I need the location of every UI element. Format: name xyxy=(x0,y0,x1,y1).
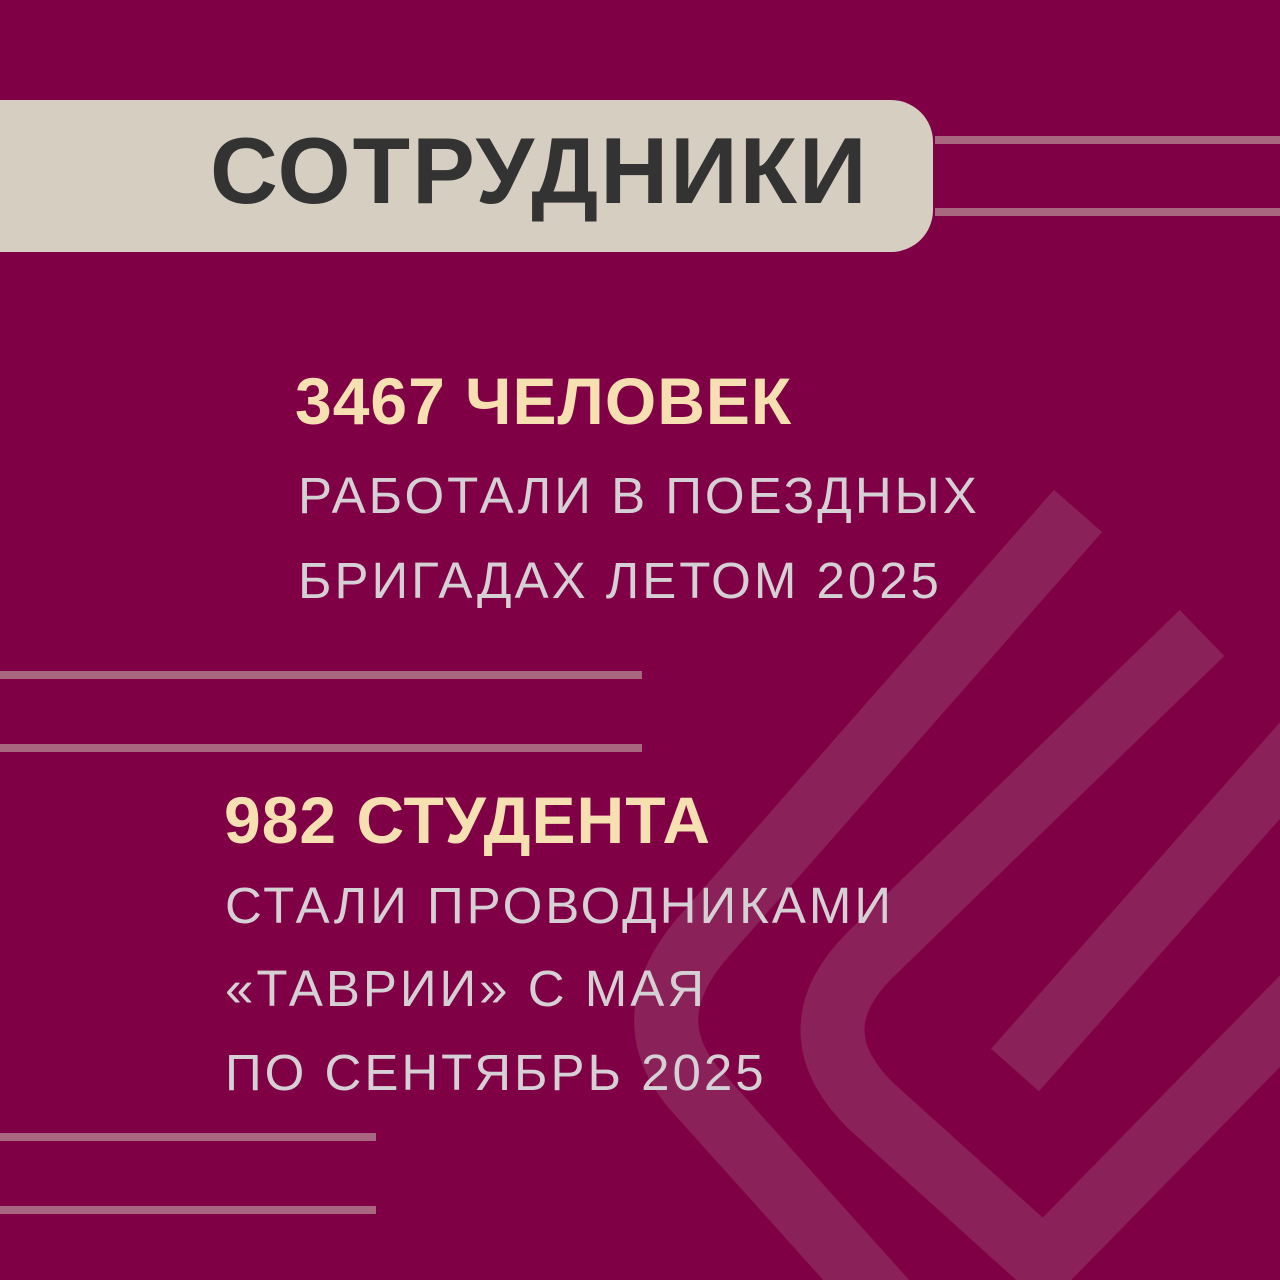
header-pill xyxy=(0,100,933,252)
body-line: БРИГАДАХ ЛЕТОМ 2025 xyxy=(298,552,942,609)
body-line: СТАЛИ ПРОВОДНИКАМИ xyxy=(225,877,895,934)
headline-employees: 3467 ЧЕЛОВЕК xyxy=(295,364,793,438)
divider xyxy=(0,1133,376,1141)
body-line: «ТАВРИИ» С МАЯ xyxy=(225,960,708,1017)
divider xyxy=(0,1206,376,1214)
divider xyxy=(935,208,1280,216)
page-title: СОТРУДНИКИ xyxy=(210,118,869,223)
body-line: РАБОТАЛИ В ПОЕЗДНЫХ xyxy=(298,467,980,524)
chevron-inner xyxy=(800,610,1280,1280)
divider xyxy=(0,744,642,752)
divider xyxy=(0,671,642,679)
body-line: ПО СЕНТЯБРЬ 2025 xyxy=(225,1044,767,1101)
chevron-bar xyxy=(991,722,1280,1092)
headline-students: 982 СТУДЕНТА xyxy=(224,783,712,857)
chevron-outer xyxy=(634,489,1103,1280)
divider xyxy=(935,136,1280,144)
